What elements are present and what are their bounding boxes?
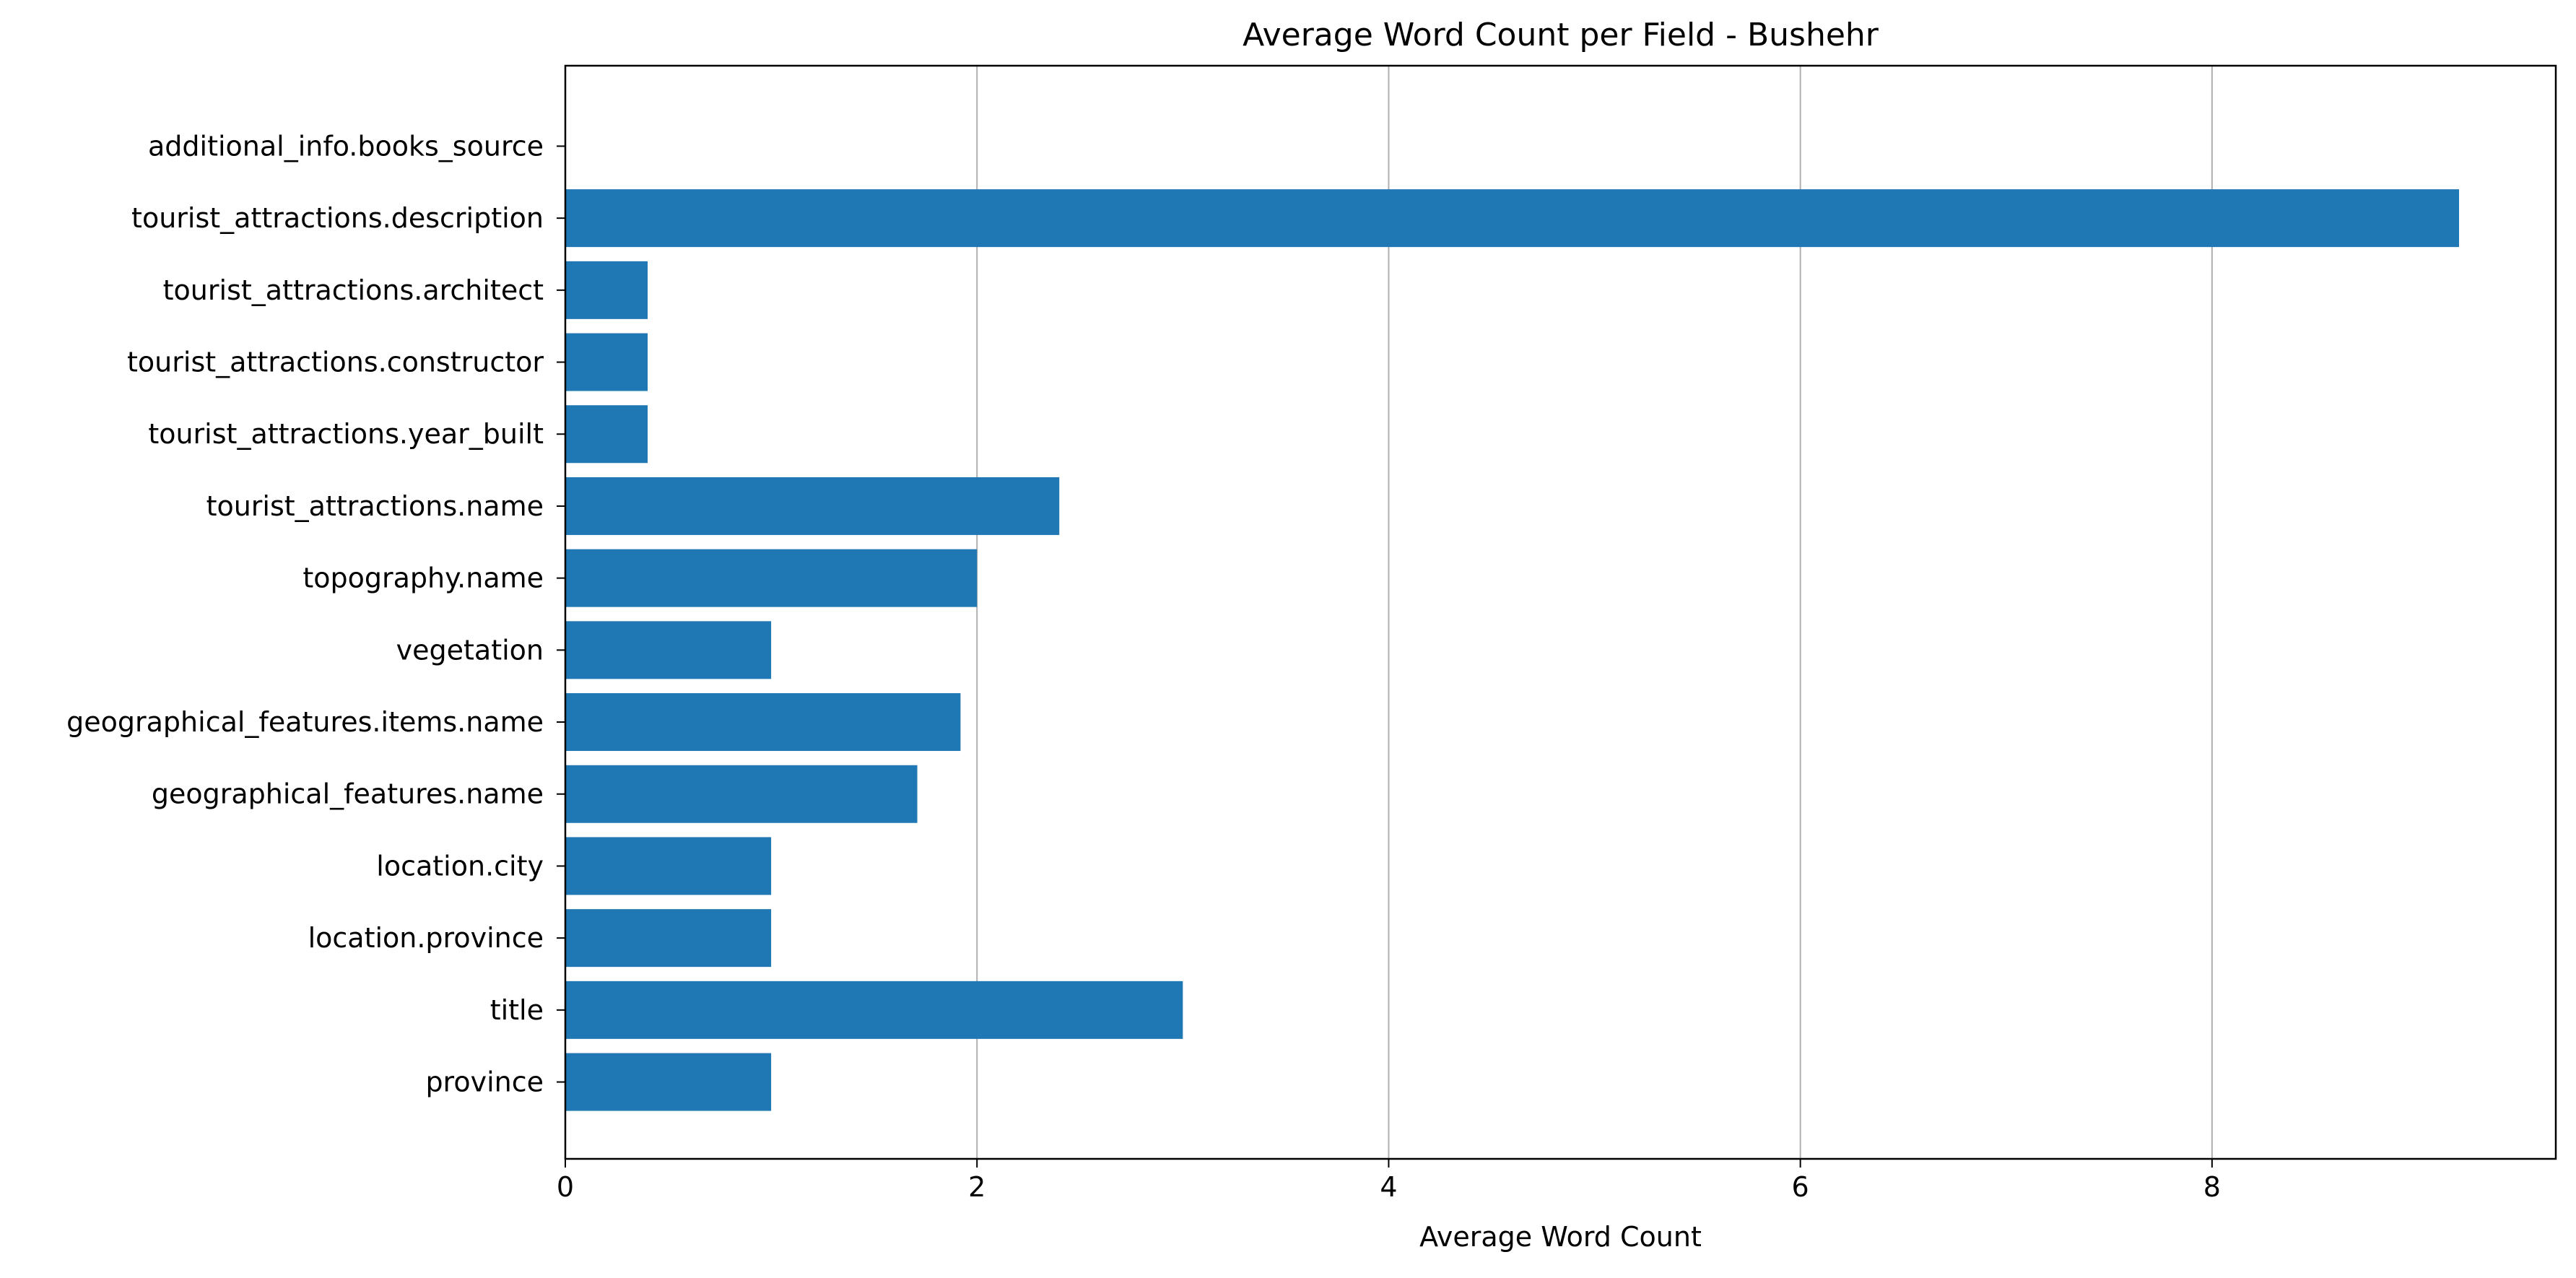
bar-location-city [565, 837, 772, 895]
y-tick-label: tourist_attractions.constructor [127, 347, 544, 378]
bar-geographical-features-name [565, 765, 918, 823]
y-tick-label: tourist_attractions.year_built [148, 418, 544, 450]
bar-tourist-attractions-constructor [565, 333, 648, 391]
bar-geographical-features-items-name [565, 693, 961, 752]
x-axis-title: Average Word Count [1419, 1221, 1702, 1253]
x-tick-label: 2 [968, 1171, 985, 1203]
bar-topography-name [565, 549, 978, 607]
y-tick-label: geographical_features.name [152, 778, 544, 810]
chart-title: Average Word Count per Field - Bushehr [1243, 17, 1879, 53]
bar-province [565, 1053, 772, 1111]
bar-layer [565, 189, 2459, 1111]
bar-vegetation [565, 621, 772, 679]
bar-tourist-attractions-description [565, 189, 2459, 248]
bar-tourist-attractions-year-built [565, 405, 648, 464]
x-tick-label: 8 [2203, 1171, 2221, 1203]
x-tick-label: 6 [1792, 1171, 1809, 1203]
x-tick-label: 4 [1380, 1171, 1397, 1203]
y-tick-label: tourist_attractions.name [206, 490, 544, 522]
y-tick-label: province [425, 1066, 544, 1098]
x-tick-label: 0 [557, 1171, 574, 1203]
y-tick-label: vegetation [396, 634, 544, 666]
y-tick-label: title [490, 994, 544, 1026]
bar-title [565, 981, 1183, 1039]
y-tick-label: additional_info.books_source [148, 130, 544, 162]
y-tick-label: geographical_features.items.name [66, 706, 544, 738]
y-tick-label: location.city [376, 850, 544, 882]
y-tick-label: topography.name [303, 562, 544, 594]
grid-layer [976, 66, 2213, 1159]
y-tick-label: tourist_attractions.description [131, 202, 544, 234]
bar-location-province [565, 909, 772, 968]
tick-layer: 0 2 4 6 8 additional_info.books_sourcetourist… [66, 130, 2221, 1203]
y-tick-label: tourist_attractions.architect [163, 274, 544, 306]
plot-frame [564, 64, 2557, 1160]
bar-tourist-attractions-name [565, 477, 1060, 535]
y-tick-label: location.province [308, 922, 544, 954]
bar-tourist-attractions-architect [565, 261, 648, 319]
